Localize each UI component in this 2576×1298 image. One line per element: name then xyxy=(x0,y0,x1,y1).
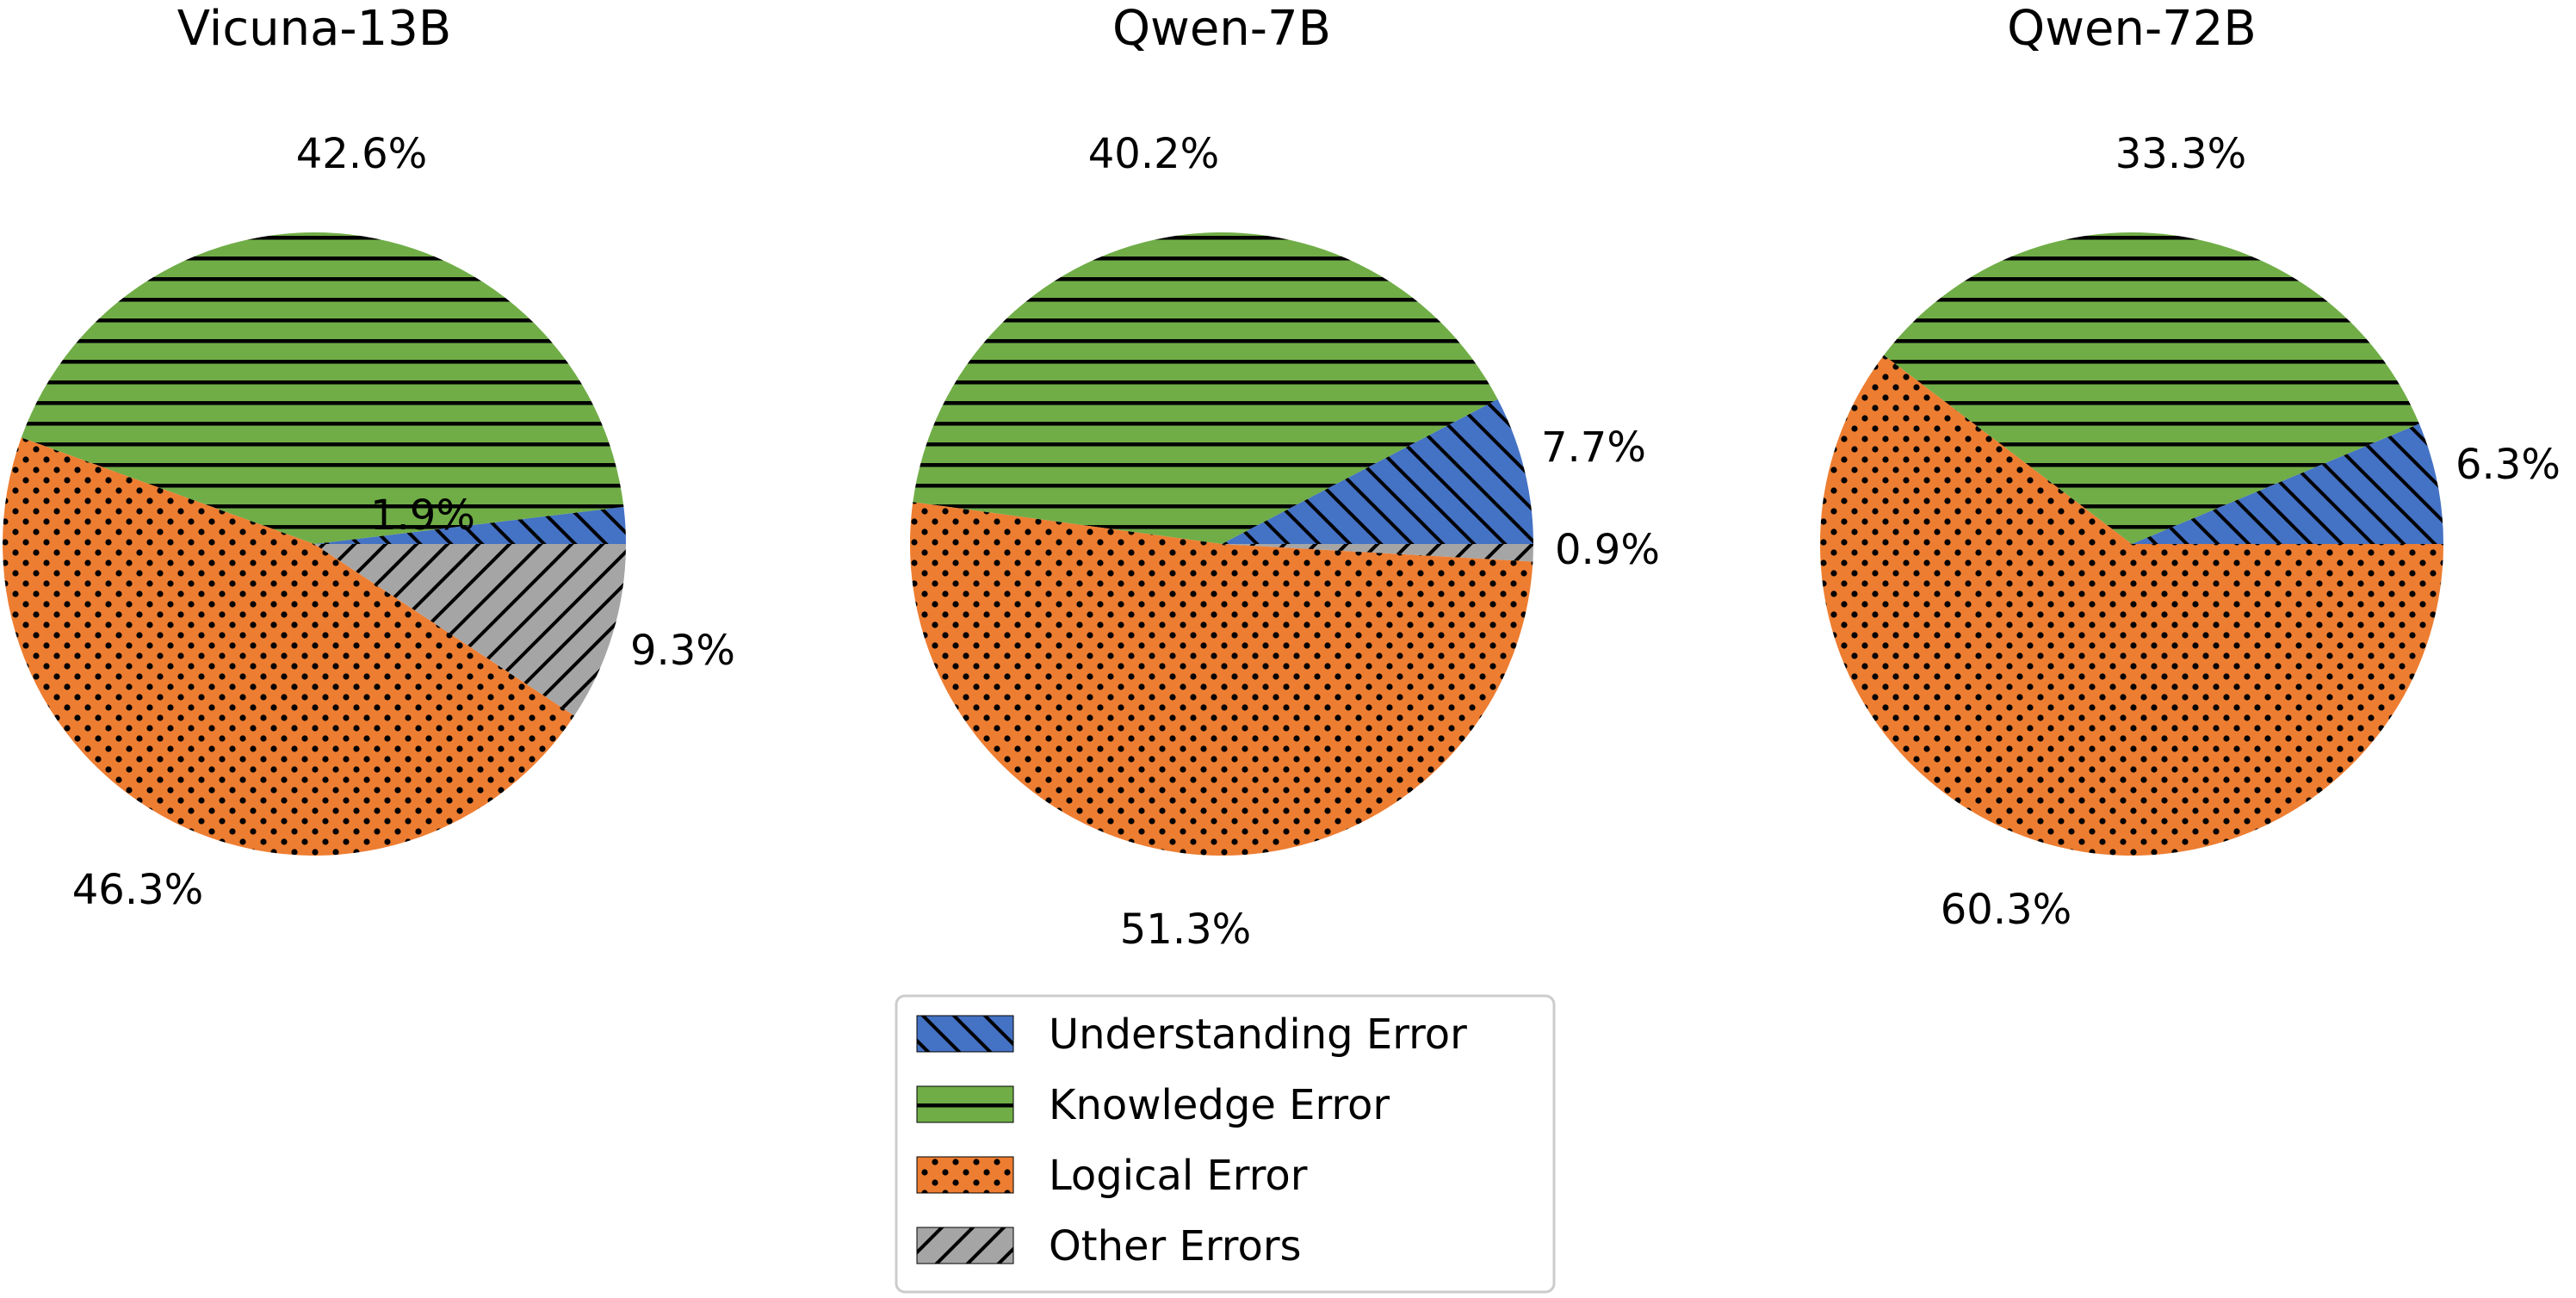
pie-title: Qwen-72B xyxy=(2007,1,2257,57)
pie-slice-other xyxy=(1222,544,1533,562)
pie-vicuna-13b: Vicuna-13B 1.9% 42.6% 46.3% 9.3% xyxy=(3,1,735,914)
pie-slice-knowledge xyxy=(21,232,624,544)
legend-item-other: Other Errors xyxy=(916,1222,1302,1270)
slice-label-logical: 46.3% xyxy=(72,866,203,914)
legend-swatch-understanding xyxy=(916,1015,1014,1053)
legend-item-understanding: Understanding Error xyxy=(916,1011,1467,1059)
pie-title: Qwen-7B xyxy=(1112,1,1331,57)
pie-slice-understanding xyxy=(314,506,626,544)
pie-title: Vicuna-13B xyxy=(177,1,452,57)
slice-label-other: 0.9% xyxy=(1555,526,1660,574)
pie-slice-understanding xyxy=(1222,399,1533,544)
legend-label-understanding: Understanding Error xyxy=(1049,1011,1467,1059)
slice-label-understanding: 7.7% xyxy=(1541,423,1646,472)
pie-slice-knowledge xyxy=(913,232,1498,544)
pie-slice-knowledge xyxy=(1884,232,2419,544)
slice-label-knowledge: 33.3% xyxy=(2115,130,2246,178)
legend-label-other: Other Errors xyxy=(1049,1222,1302,1270)
pie-slice-logical xyxy=(3,437,575,856)
pie-qwen-72b: Qwen-72B 6.3% 33.3% 60.3% xyxy=(1820,1,2561,934)
slice-label-logical: 60.3% xyxy=(1941,886,2071,934)
legend-swatch-knowledge xyxy=(916,1085,1014,1123)
slice-label-understanding: 1.9% xyxy=(370,491,475,540)
legend-item-logical: Logical Error xyxy=(916,1152,1308,1200)
legend-swatch-other xyxy=(916,1227,1014,1264)
pie-slice-logical xyxy=(1820,355,2443,856)
legend-frame xyxy=(895,994,1556,1294)
pie-qwen-7b: Qwen-7B 7.7% 40.2% 51.3% 0.9% xyxy=(909,1,1660,954)
pie-slice-other xyxy=(314,544,626,716)
legend-label-logical: Logical Error xyxy=(1049,1152,1308,1200)
slice-label-logical: 51.3% xyxy=(1120,906,1251,954)
slice-label-knowledge: 40.2% xyxy=(1088,130,1219,178)
slice-label-knowledge: 42.6% xyxy=(296,130,427,178)
legend: Understanding Error Knowledge Error Logi… xyxy=(895,994,1556,1294)
pie-slice-understanding xyxy=(2132,423,2443,544)
pie-slice-logical xyxy=(909,502,1533,856)
legend-swatch-logical xyxy=(916,1156,1014,1194)
legend-item-knowledge: Knowledge Error xyxy=(916,1081,1390,1129)
slice-label-other: 9.3% xyxy=(630,627,735,675)
slice-label-understanding: 6.3% xyxy=(2455,441,2561,489)
legend-label-knowledge: Knowledge Error xyxy=(1049,1081,1390,1129)
